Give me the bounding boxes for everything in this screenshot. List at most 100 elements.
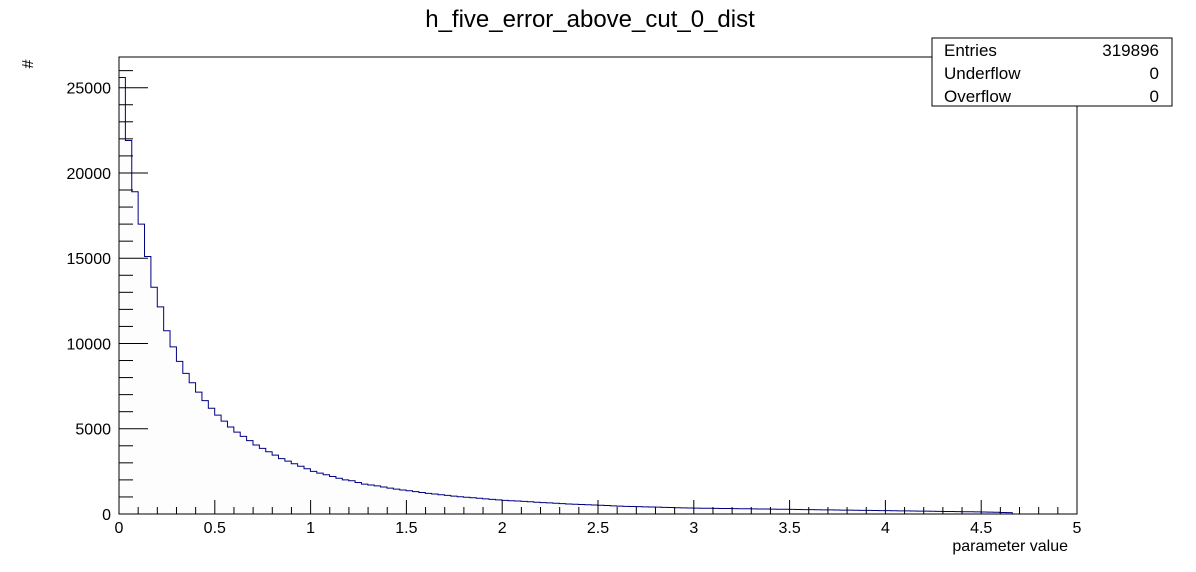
histogram-bin (329, 476, 336, 514)
histogram-bin (859, 510, 866, 514)
histogram-bin (495, 499, 502, 514)
x-tick-label: 5 (1073, 520, 1082, 537)
histogram-bin (948, 511, 955, 514)
histogram-bin (380, 487, 387, 514)
histogram-bin (463, 497, 470, 514)
histogram-bin (252, 444, 260, 514)
histogram-bin (284, 461, 292, 514)
histogram-bin (891, 510, 898, 514)
histogram-bin (814, 509, 821, 514)
histogram-bin (425, 493, 432, 514)
histogram-bin (386, 488, 394, 514)
histogram-bin (265, 451, 273, 514)
y-tick-label: 5000 (75, 422, 111, 439)
histogram-bin (540, 502, 547, 514)
histogram-bin (565, 503, 572, 514)
histogram-bin (342, 479, 349, 514)
histogram-bin (278, 458, 285, 514)
histogram-bin (323, 474, 330, 514)
stats-label: Entries (944, 41, 997, 60)
x-tick-label: 4.5 (970, 520, 992, 537)
histogram-bin (737, 508, 745, 514)
histogram-bin (808, 509, 815, 514)
plot-frame (118, 56, 1078, 515)
histogram-bin (348, 480, 356, 514)
histogram-bin (674, 507, 681, 514)
histogram-bin (157, 306, 164, 514)
histogram-bin (316, 473, 324, 514)
histogram-bars (118, 76, 1013, 515)
histogram-bin (240, 436, 247, 514)
histogram-outline (118, 76, 1013, 514)
histogram-bin (973, 511, 981, 514)
histogram-bin (214, 415, 222, 514)
histogram-bin (227, 427, 234, 514)
stats-label: Underflow (944, 64, 1021, 83)
histogram-bin (514, 501, 521, 514)
histogram-bin (757, 508, 764, 514)
histogram-bin (769, 509, 777, 514)
histogram-bin (559, 503, 566, 514)
histogram-bin (367, 485, 375, 514)
y-tick-label: 10000 (67, 336, 112, 353)
histogram-bin (788, 509, 796, 514)
histogram-bin (406, 490, 413, 514)
histogram-bin (201, 400, 209, 514)
histogram-bin (661, 507, 668, 514)
histogram-bin (954, 511, 962, 514)
x-tick-label: 0.5 (204, 520, 226, 537)
histogram-bin (718, 508, 726, 514)
histogram-bin (457, 496, 464, 514)
histogram-bin (431, 494, 439, 514)
histogram-bin (246, 440, 253, 514)
y-axis: 0 5000 10000 15000 20000 25000 (67, 70, 148, 524)
y-tick-label: 20000 (67, 166, 112, 183)
histogram-bin (961, 511, 968, 514)
histogram-bin (642, 506, 649, 514)
histogram-bin (144, 256, 151, 514)
histogram-bin (195, 392, 202, 514)
histogram-bin (897, 510, 904, 514)
histogram-bin (355, 482, 362, 514)
histogram-bin (725, 508, 732, 514)
histogram-bin (884, 510, 892, 514)
histogram-bin (654, 507, 662, 514)
y-tick-label: 15000 (67, 251, 112, 268)
histogram-bin (304, 468, 311, 514)
histogram-bin (731, 508, 738, 514)
histogram-bin (412, 491, 419, 514)
histogram-bin (903, 510, 911, 514)
histogram-bin (942, 511, 949, 514)
stats-box: Entries 319896 Underflow 0 Overflow 0 (931, 37, 1173, 107)
histogram-bin (221, 421, 228, 514)
stats-value: 0 (1150, 87, 1159, 106)
histogram-bin (189, 382, 196, 514)
histogram-bin (846, 510, 853, 514)
histogram-bin (163, 330, 171, 514)
histogram-bin (310, 471, 317, 514)
histogram-bin (482, 498, 490, 514)
histogram-bin (438, 494, 445, 514)
histogram-bin (591, 505, 598, 514)
histogram-bin (999, 512, 1006, 514)
histogram-bin (744, 508, 751, 514)
histogram-bin (131, 191, 139, 514)
histogram-bin (546, 502, 553, 514)
histogram-bin (839, 510, 847, 514)
x-tick-label: 3 (689, 520, 698, 537)
histogram-bin (680, 507, 687, 514)
histogram-bin (552, 503, 560, 514)
x-axis: 0 0.5 1 1.5 2 2.5 3 3.5 4 4.5 5 (115, 500, 1082, 537)
histogram-bin (527, 501, 534, 514)
stats-label: Overflow (944, 87, 1012, 106)
histogram-bin (399, 489, 407, 514)
histogram-bin (584, 504, 592, 514)
histogram-bin (750, 508, 758, 514)
histogram-bin (297, 466, 305, 514)
y-tick-label: 25000 (67, 81, 112, 98)
histogram-bin (603, 505, 611, 514)
histogram-bin (610, 505, 617, 514)
histogram-bin (852, 510, 860, 514)
histogram-bin (833, 509, 840, 514)
